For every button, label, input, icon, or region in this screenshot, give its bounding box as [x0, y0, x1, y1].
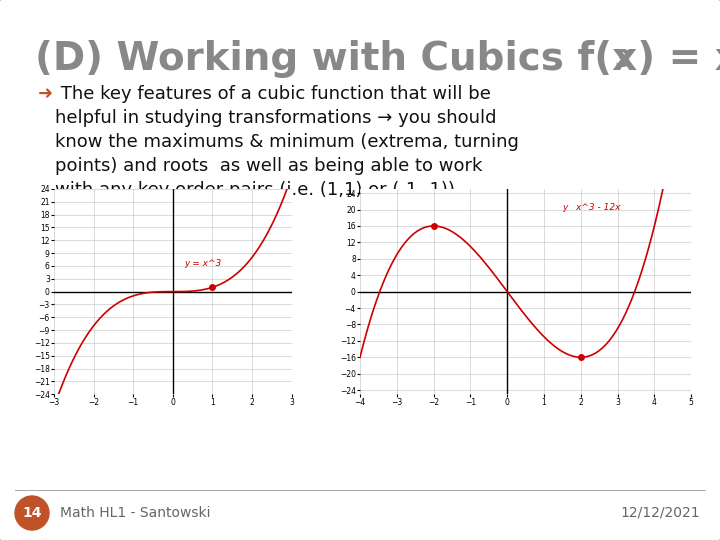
Text: The key features of a cubic function that will be: The key features of a cubic function tha… [55, 85, 491, 103]
Text: y = x^3: y = x^3 [184, 259, 222, 268]
Circle shape [15, 496, 49, 530]
Text: 14: 14 [22, 506, 42, 520]
Text: y   x^3 - 12x: y x^3 - 12x [562, 202, 621, 212]
Text: points) and roots  as well as being able to work: points) and roots as well as being able … [55, 157, 482, 175]
Text: Math HL1 - Santowski: Math HL1 - Santowski [60, 506, 210, 520]
Text: ➜: ➜ [38, 85, 53, 103]
Text: helpful in studying transformations → you should: helpful in studying transformations → yo… [55, 109, 497, 127]
Text: with any key order pairs (i.e. (1,1) or (-1,-1)): with any key order pairs (i.e. (1,1) or … [55, 181, 455, 199]
Text: 3: 3 [614, 48, 631, 72]
Text: know the maximums & minimum (extrema, turning: know the maximums & minimum (extrema, tu… [55, 133, 519, 151]
Text: (D) Working with Cubics f(x) = x: (D) Working with Cubics f(x) = x [35, 40, 720, 78]
Text: 12/12/2021: 12/12/2021 [621, 506, 700, 520]
